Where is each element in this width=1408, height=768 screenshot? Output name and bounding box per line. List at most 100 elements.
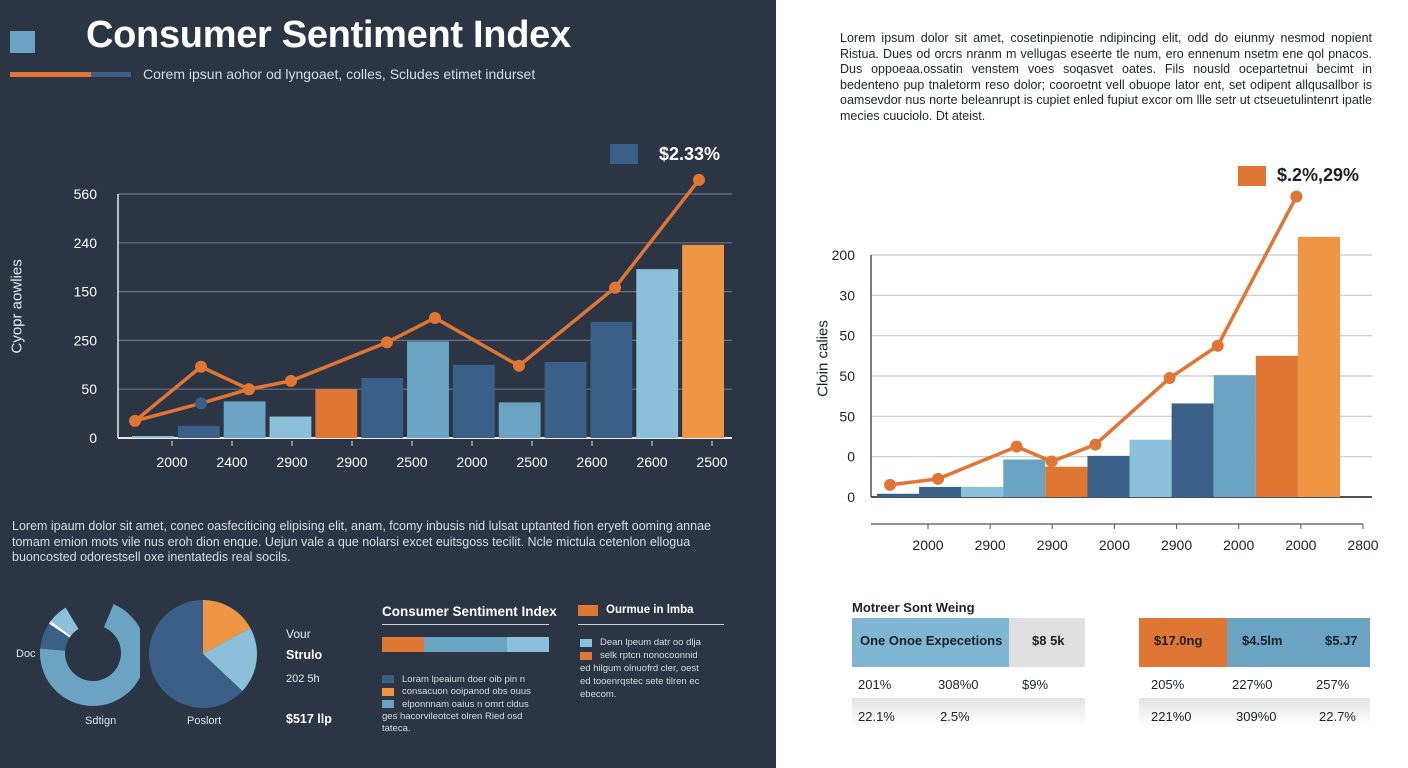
table-cell: $9% bbox=[1022, 677, 1049, 692]
bar bbox=[636, 269, 679, 438]
bar bbox=[1297, 236, 1340, 497]
legend-item-label: consacuon ooipanod obs ouus bbox=[402, 686, 531, 698]
x-tick-label: 2000 bbox=[456, 454, 487, 470]
trend-point bbox=[1089, 438, 1102, 451]
bar bbox=[361, 377, 404, 438]
legend-swatch bbox=[382, 700, 394, 709]
trend-point bbox=[609, 281, 621, 294]
bar bbox=[452, 364, 495, 438]
legend-swatch bbox=[382, 675, 394, 684]
bar bbox=[407, 341, 449, 438]
x-tick-label: 2900 bbox=[975, 537, 1006, 553]
table-left-header-cell bbox=[1009, 618, 1085, 667]
title-underline-orange bbox=[10, 72, 91, 77]
trend-point bbox=[693, 173, 705, 186]
table-row-bg bbox=[852, 698, 1085, 726]
y-tick-label: 0 bbox=[89, 430, 97, 446]
bar bbox=[132, 436, 174, 438]
x-tick-label: 2500 bbox=[396, 454, 427, 470]
bar bbox=[1213, 375, 1256, 497]
table-right: $17.0ng $4.5lm $5.J7 205% 227%0 257% 221… bbox=[1139, 618, 1370, 728]
bottom-left-divider bbox=[382, 624, 549, 625]
trend-point bbox=[513, 359, 525, 372]
legend-continuation: ebecom. bbox=[580, 689, 617, 700]
table-right-header-cell bbox=[1139, 618, 1227, 667]
table-right-header: $4.5lm bbox=[1242, 633, 1283, 648]
stacked-bar-segment bbox=[382, 637, 424, 652]
pie-slice bbox=[40, 604, 140, 706]
y-tick-label: 200 bbox=[832, 247, 856, 263]
left-chart-legend-swatch bbox=[610, 144, 638, 164]
legend-swatch bbox=[580, 638, 592, 647]
trend-line bbox=[889, 195, 1298, 487]
table-left: One Onoe Expecetions $8 5k 201% 308%0 $9… bbox=[852, 618, 1085, 728]
table-left-header-cell bbox=[852, 618, 1009, 667]
y-tick-label: 50 bbox=[839, 328, 855, 344]
legend-item-label: Loram lpeaium doer oib pin n bbox=[402, 673, 526, 685]
bar bbox=[1003, 459, 1046, 497]
kpi-label-2: Strulo bbox=[286, 648, 323, 662]
bar bbox=[223, 401, 266, 438]
bar bbox=[1087, 455, 1130, 497]
legend-item: consacuon ooipanod obs ouus bbox=[382, 686, 552, 699]
title-underline-blue bbox=[91, 72, 131, 77]
y-tick-label: 50 bbox=[839, 408, 855, 424]
trend-point bbox=[429, 311, 441, 324]
pie-slice bbox=[50, 607, 79, 637]
trend-point bbox=[285, 374, 297, 387]
donut-label-left: Doc bbox=[16, 648, 36, 660]
stacked-bar-segment bbox=[423, 637, 508, 652]
pie-slice bbox=[203, 600, 251, 654]
bar bbox=[1129, 439, 1172, 497]
y-tick-label: 0 bbox=[847, 449, 855, 465]
x-tick-label: 2600 bbox=[576, 454, 607, 470]
x-tick-label: 2000 bbox=[1285, 537, 1316, 553]
kpi-label-1: Vour bbox=[286, 627, 311, 641]
bar bbox=[315, 389, 358, 438]
bottom-right-title: Ourmue in lmba bbox=[606, 604, 694, 616]
y-tick-label: 50 bbox=[81, 381, 97, 397]
kpi-label-3: 202 5h bbox=[286, 673, 320, 685]
bar bbox=[1045, 466, 1088, 497]
x-tick-label: 2500 bbox=[696, 454, 727, 470]
donut-label-bottom: Sdtign bbox=[85, 715, 117, 727]
legend-continuation: ed hilgum olnuofrd cler, oest bbox=[580, 663, 699, 674]
pie-slice bbox=[48, 620, 71, 638]
x-tick-label: 2000 bbox=[1223, 537, 1254, 553]
trend-point bbox=[1010, 440, 1023, 453]
table-cell: 308%0 bbox=[938, 677, 979, 692]
pie-slice bbox=[149, 600, 243, 708]
x-tick-label: 2000 bbox=[912, 537, 943, 553]
table-title: Motreer Sont Weing bbox=[852, 600, 975, 615]
stacked-bar-segment bbox=[507, 637, 549, 652]
x-tick-label: 2000 bbox=[1099, 537, 1130, 553]
legend-swatch bbox=[580, 651, 592, 660]
bottom-right-divider bbox=[578, 624, 724, 625]
y-tick-label: 50 bbox=[839, 368, 855, 384]
right-chart-legend-label: $.2%,29% bbox=[1277, 165, 1360, 185]
trend-point bbox=[1163, 372, 1176, 385]
secondary-point bbox=[195, 397, 207, 410]
right-chart-legend-swatch bbox=[1238, 166, 1266, 186]
legend-continuation: ges hacorvileotcet olren Ried osd bbox=[382, 710, 523, 722]
bar bbox=[498, 402, 541, 438]
bottom-left-legend: Loram lpeaium doer oib pin n consacuon o… bbox=[382, 673, 552, 736]
bar bbox=[544, 361, 587, 438]
trend-point bbox=[381, 336, 393, 349]
y-tick-label: 560 bbox=[74, 186, 98, 202]
x-tick-label: 2000 bbox=[156, 454, 187, 470]
bottom-left-title: Consumer Sentiment Index bbox=[382, 604, 557, 619]
table-cell: 257% bbox=[1316, 677, 1350, 692]
x-tick-label: 2900 bbox=[1037, 537, 1068, 553]
right-paragraph: Lorem ipsum dolor sit amet, cosetinpieno… bbox=[840, 31, 1372, 123]
y-tick-label: 30 bbox=[839, 287, 855, 303]
y-tick-label: 250 bbox=[74, 332, 98, 348]
bar bbox=[877, 493, 920, 497]
legend-item-label: selk rptcn nonocoonnid bbox=[600, 650, 698, 661]
page-title: Consumer Sentiment Index bbox=[86, 14, 571, 56]
table-cell: 227%0 bbox=[1232, 677, 1273, 692]
table-left-header: $8 5k bbox=[1032, 633, 1065, 648]
title-square-icon bbox=[10, 31, 35, 53]
left-chart: 0 50 250 150 240 560 2000 2400 2900 2900 2500 2000 2… bbox=[74, 173, 732, 470]
bar bbox=[919, 486, 962, 497]
